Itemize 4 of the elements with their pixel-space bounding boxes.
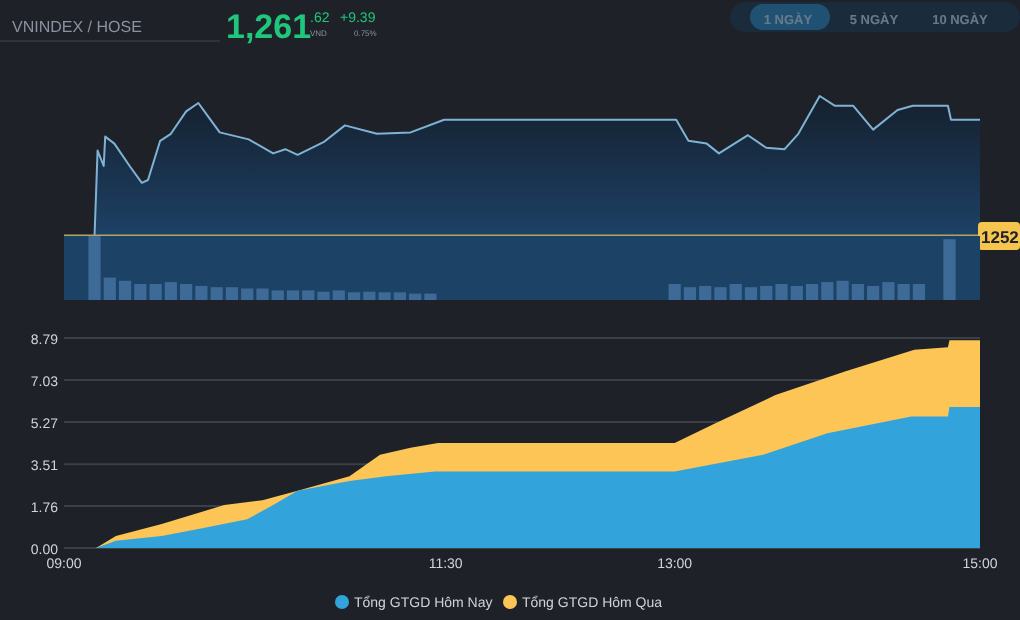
text: 1252: [981, 227, 1020, 247]
bar: [943, 239, 956, 300]
text: 1,261: [226, 8, 312, 46]
text: VNINDEX / HOSE: [12, 18, 142, 36]
